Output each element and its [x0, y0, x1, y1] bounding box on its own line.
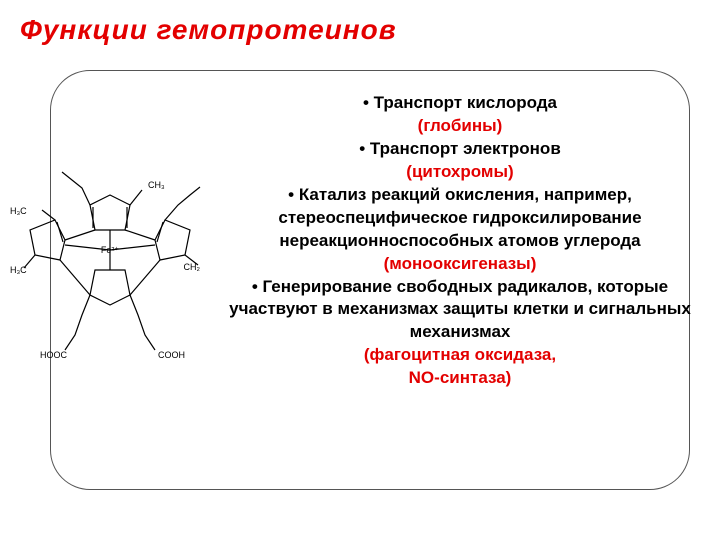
bullet-line: • Генерирование свободных радикалов, кот… [225, 276, 695, 345]
hooc-label: HOOC [40, 350, 68, 360]
cooh-label: COOH [158, 350, 185, 360]
bullet-line: • Транспорт электронов [225, 138, 695, 161]
slide-title: Функции гемопротеинов [20, 14, 397, 46]
heme-molecule-diagram: Fe²⁺ CH₃ H₃C H₃C CH₂ HOOC COOH [10, 140, 210, 360]
ch2-label: CH₂ [184, 262, 201, 272]
bullet-sub: (фагоцитная оксидаза, NO-синтаза) [225, 344, 695, 390]
bullet-line: • Катализ реакций окисления, например, с… [225, 184, 695, 253]
functions-list: • Транспорт кислорода (глобины) • Трансп… [225, 92, 695, 390]
bullet-sub: (монооксигеназы) [225, 253, 695, 276]
fe-label: Fe²⁺ [101, 245, 120, 255]
bullet-sub: (цитохромы) [225, 161, 695, 184]
bullet-sub: (глобины) [225, 115, 695, 138]
h3c-label-1: H₃C [10, 206, 27, 216]
h3c-label-2: H₃C [10, 265, 27, 275]
bullet-line: • Транспорт кислорода [225, 92, 695, 115]
ch3-label-1: CH₃ [148, 180, 165, 190]
